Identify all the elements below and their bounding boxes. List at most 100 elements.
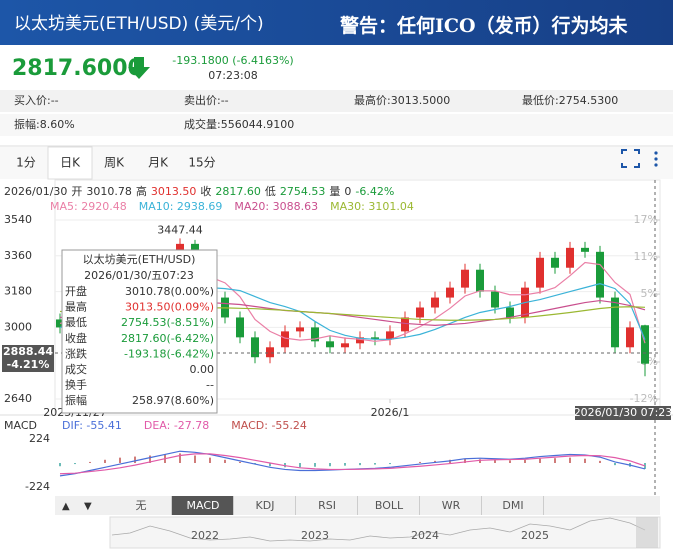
summary-item: 3013.50 bbox=[151, 185, 197, 198]
y-tick-label: 3360 bbox=[4, 249, 32, 262]
scroll-right[interactable]: ▼ bbox=[84, 501, 92, 512]
price: 2817.6000 bbox=[12, 56, 143, 81]
navigator-year: 2022 bbox=[191, 529, 219, 542]
candle-body bbox=[641, 325, 649, 364]
scroll-left[interactable]: ▲ bbox=[62, 501, 70, 512]
info-cell: 振幅:8.60% bbox=[14, 117, 75, 131]
candle-body bbox=[266, 347, 274, 358]
tooltip-label: 成交 bbox=[65, 362, 87, 376]
indicator-tab[interactable]: RSI bbox=[318, 499, 336, 512]
tooltip-label: 换手 bbox=[65, 378, 87, 392]
summary-item: 3010.78 bbox=[86, 185, 132, 198]
candle-body bbox=[371, 337, 379, 340]
tooltip bbox=[61, 249, 218, 414]
crosshair-price: 2888.44 bbox=[3, 345, 53, 358]
y2-tick-label: 17% bbox=[634, 213, 658, 226]
indicator-tab[interactable]: WR bbox=[442, 499, 461, 512]
candle-body bbox=[626, 327, 634, 348]
crosshair-time-box bbox=[575, 406, 671, 420]
down-arrow bbox=[128, 57, 150, 79]
navigator-year: 2025 bbox=[521, 529, 549, 542]
macd-tick-label: -224 bbox=[25, 480, 50, 493]
tooltip-value: 3013.50(0.09%) bbox=[125, 301, 214, 314]
y-tick-label: 3000 bbox=[4, 320, 32, 333]
legend-item: MA30: 3101.04 bbox=[330, 200, 414, 213]
summary-item: 开 bbox=[71, 185, 82, 198]
tooltip-value: 0.00 bbox=[190, 363, 215, 376]
summary-item: 2817.60 bbox=[215, 185, 261, 198]
candle-body bbox=[401, 317, 409, 332]
candle-body bbox=[236, 317, 244, 338]
legend-item: MA10: 2938.69 bbox=[139, 200, 223, 213]
macd-legend: MACD: -55.24 bbox=[231, 419, 307, 432]
indicator-active bbox=[172, 496, 234, 515]
summary-item: 量 bbox=[329, 185, 340, 198]
y2-tick-label: 11% bbox=[634, 250, 658, 263]
indicator-tab[interactable]: KDJ bbox=[256, 499, 275, 512]
y2-tick-label: -12% bbox=[630, 392, 658, 405]
indicator-tab[interactable]: BOLL bbox=[375, 499, 404, 512]
candle-body bbox=[446, 287, 454, 298]
candle-body bbox=[281, 331, 289, 348]
macd-tick-label: 224 bbox=[29, 432, 50, 445]
indicator-sep bbox=[171, 496, 172, 515]
candle-body bbox=[461, 269, 469, 288]
plot-frame bbox=[54, 179, 661, 416]
crosshair-time: 2026/01/30 07:23 bbox=[574, 406, 673, 419]
indicator-tab[interactable]: MACD bbox=[187, 499, 220, 512]
indicator-tab[interactable]: DMI bbox=[502, 499, 523, 512]
candle-body bbox=[566, 247, 574, 268]
marquee: 警告：任何ICO（发币）行为均未 bbox=[340, 14, 628, 37]
macd-title: MACD bbox=[4, 419, 37, 432]
indicator-sep bbox=[419, 496, 420, 515]
crosshair-percent: -4.21% bbox=[7, 358, 50, 371]
candle-body bbox=[551, 257, 559, 268]
tooltip-value: -- bbox=[206, 379, 214, 392]
tooltip-value: 2817.60(-6.42%) bbox=[121, 332, 214, 345]
candle-body bbox=[341, 343, 349, 348]
candle-body bbox=[581, 247, 589, 252]
tab[interactable]: 日K bbox=[60, 156, 81, 170]
tab-bar bbox=[0, 147, 673, 179]
candle-body bbox=[416, 307, 424, 318]
candle-body bbox=[596, 251, 604, 298]
legend-item: MA20: 3088.63 bbox=[234, 200, 318, 213]
candle-body bbox=[491, 291, 499, 308]
tab[interactable]: 1分 bbox=[16, 156, 36, 170]
navigator-line bbox=[111, 517, 646, 542]
summary-item: 低 bbox=[265, 185, 276, 198]
tool-icons[interactable] bbox=[621, 149, 640, 168]
header-bar bbox=[0, 0, 673, 45]
info-cell: 成交量:556044.9100 bbox=[184, 117, 294, 131]
tab[interactable]: 周K bbox=[104, 156, 125, 170]
candle-body bbox=[611, 297, 619, 348]
candle-body bbox=[506, 307, 514, 318]
macd-legend: DIF: -55.41 bbox=[62, 419, 122, 432]
macd-line bbox=[59, 453, 646, 475]
summary-item: 2026/01/30 bbox=[4, 185, 67, 198]
menu-icon[interactable] bbox=[654, 151, 658, 167]
y-tick-label: 2640 bbox=[4, 392, 32, 405]
indicator-sep bbox=[233, 496, 234, 515]
tab[interactable]: 15分 bbox=[188, 156, 215, 170]
candle-body bbox=[476, 269, 484, 292]
time: 07:23:08 bbox=[208, 69, 257, 82]
y-tick-label: 3180 bbox=[4, 285, 32, 298]
tab[interactable]: 月K bbox=[148, 156, 169, 170]
summary-item: 收 bbox=[200, 184, 211, 198]
tooltip-value: 258.97(8.60%) bbox=[132, 394, 214, 407]
info-cell: 最高价:3013.5000 bbox=[354, 93, 450, 107]
candle-body bbox=[326, 341, 334, 348]
indicator-tab[interactable]: 无 bbox=[136, 499, 147, 512]
navigator-year: 2024 bbox=[411, 529, 439, 542]
navigator-window[interactable] bbox=[636, 517, 658, 548]
summary-item: 高 bbox=[136, 184, 147, 198]
candle-body bbox=[356, 337, 364, 344]
macd-legend: DEA: -27.78 bbox=[144, 419, 209, 432]
candle-body bbox=[56, 319, 64, 328]
peak-label: 3447.44 bbox=[157, 223, 203, 236]
indicator-sep bbox=[357, 496, 358, 515]
y-tick-label: 3540 bbox=[4, 213, 32, 226]
candle-body bbox=[296, 327, 304, 332]
